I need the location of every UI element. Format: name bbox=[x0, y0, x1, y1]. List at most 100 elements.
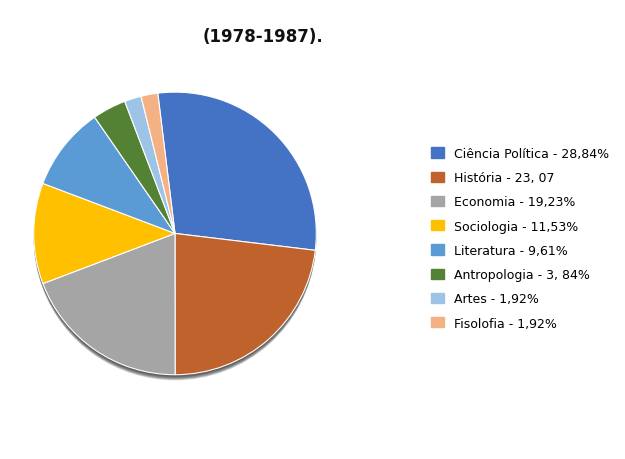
Wedge shape bbox=[175, 237, 315, 378]
Wedge shape bbox=[141, 96, 175, 236]
Wedge shape bbox=[43, 118, 175, 234]
Wedge shape bbox=[175, 239, 315, 380]
Wedge shape bbox=[175, 238, 315, 379]
Wedge shape bbox=[43, 235, 175, 376]
Wedge shape bbox=[43, 123, 175, 239]
Wedge shape bbox=[43, 123, 175, 240]
Wedge shape bbox=[141, 97, 175, 237]
Wedge shape bbox=[34, 188, 175, 288]
Wedge shape bbox=[43, 239, 175, 380]
Wedge shape bbox=[43, 122, 175, 238]
Wedge shape bbox=[43, 121, 175, 237]
Wedge shape bbox=[141, 95, 175, 235]
Wedge shape bbox=[43, 239, 175, 380]
Wedge shape bbox=[125, 102, 175, 239]
Wedge shape bbox=[43, 237, 175, 378]
Wedge shape bbox=[158, 98, 316, 256]
Wedge shape bbox=[34, 184, 175, 284]
Wedge shape bbox=[43, 123, 175, 239]
Wedge shape bbox=[94, 104, 175, 235]
Wedge shape bbox=[94, 106, 175, 238]
Wedge shape bbox=[94, 107, 175, 239]
Wedge shape bbox=[158, 96, 316, 254]
Wedge shape bbox=[125, 101, 175, 238]
Wedge shape bbox=[125, 100, 175, 236]
Wedge shape bbox=[43, 236, 175, 377]
Legend: Ciência Política - 28,84%, História - 23, 07, Economia - 19,23%, Sociologia - 11: Ciência Política - 28,84%, História - 23… bbox=[428, 144, 612, 334]
Wedge shape bbox=[43, 238, 175, 379]
Wedge shape bbox=[158, 97, 316, 255]
Wedge shape bbox=[141, 97, 175, 237]
Wedge shape bbox=[175, 236, 315, 377]
Wedge shape bbox=[175, 238, 315, 379]
Wedge shape bbox=[94, 107, 175, 239]
Wedge shape bbox=[125, 98, 175, 235]
Text: (1978-1987).: (1978-1987). bbox=[202, 28, 323, 45]
Wedge shape bbox=[43, 118, 175, 235]
Wedge shape bbox=[94, 106, 175, 238]
Wedge shape bbox=[141, 100, 175, 240]
Wedge shape bbox=[34, 186, 175, 286]
Wedge shape bbox=[125, 99, 175, 235]
Wedge shape bbox=[158, 95, 316, 252]
Wedge shape bbox=[43, 240, 175, 381]
Wedge shape bbox=[43, 122, 175, 238]
Wedge shape bbox=[34, 185, 175, 285]
Wedge shape bbox=[175, 234, 315, 375]
Wedge shape bbox=[43, 121, 175, 237]
Wedge shape bbox=[175, 236, 315, 377]
Wedge shape bbox=[34, 189, 175, 289]
Wedge shape bbox=[43, 234, 175, 375]
Wedge shape bbox=[43, 235, 175, 375]
Wedge shape bbox=[94, 105, 175, 237]
Wedge shape bbox=[43, 237, 175, 378]
Wedge shape bbox=[125, 103, 175, 240]
Wedge shape bbox=[43, 236, 175, 377]
Wedge shape bbox=[34, 185, 175, 285]
Wedge shape bbox=[94, 108, 175, 240]
Wedge shape bbox=[43, 120, 175, 236]
Wedge shape bbox=[43, 235, 175, 376]
Wedge shape bbox=[125, 100, 175, 237]
Wedge shape bbox=[141, 95, 175, 235]
Wedge shape bbox=[141, 99, 175, 239]
Wedge shape bbox=[141, 94, 175, 234]
Wedge shape bbox=[158, 95, 316, 253]
Wedge shape bbox=[34, 189, 175, 289]
Wedge shape bbox=[94, 106, 175, 237]
Wedge shape bbox=[94, 102, 175, 234]
Wedge shape bbox=[34, 187, 175, 287]
Wedge shape bbox=[125, 102, 175, 239]
Wedge shape bbox=[158, 96, 316, 254]
Wedge shape bbox=[125, 101, 175, 237]
Wedge shape bbox=[175, 239, 315, 380]
Wedge shape bbox=[141, 96, 175, 236]
Wedge shape bbox=[43, 119, 175, 235]
Wedge shape bbox=[175, 237, 315, 378]
Wedge shape bbox=[141, 99, 175, 239]
Wedge shape bbox=[141, 95, 175, 235]
Wedge shape bbox=[43, 119, 175, 235]
Wedge shape bbox=[94, 103, 175, 235]
Wedge shape bbox=[94, 105, 175, 236]
Wedge shape bbox=[125, 101, 175, 238]
Wedge shape bbox=[158, 97, 316, 255]
Wedge shape bbox=[94, 103, 175, 235]
Wedge shape bbox=[158, 93, 316, 251]
Wedge shape bbox=[94, 104, 175, 236]
Wedge shape bbox=[43, 238, 175, 379]
Wedge shape bbox=[125, 97, 175, 234]
Wedge shape bbox=[175, 240, 315, 381]
Wedge shape bbox=[175, 235, 315, 375]
Wedge shape bbox=[158, 94, 316, 252]
Wedge shape bbox=[158, 93, 316, 251]
Wedge shape bbox=[34, 190, 175, 290]
Wedge shape bbox=[43, 120, 175, 236]
Wedge shape bbox=[141, 98, 175, 238]
Wedge shape bbox=[175, 235, 315, 376]
Wedge shape bbox=[34, 186, 175, 286]
Wedge shape bbox=[34, 187, 175, 287]
Wedge shape bbox=[158, 95, 316, 252]
Wedge shape bbox=[125, 99, 175, 236]
Wedge shape bbox=[34, 188, 175, 288]
